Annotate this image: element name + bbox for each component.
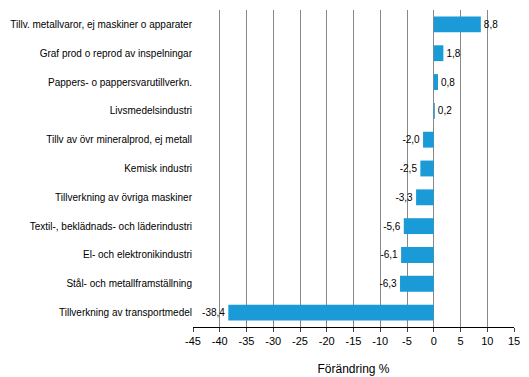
- svg-text:Stål- och metallframställning: Stål- och metallframställning: [66, 278, 192, 289]
- svg-text:-30: -30: [265, 335, 281, 347]
- svg-text:-25: -25: [292, 335, 308, 347]
- svg-text:-2,0: -2,0: [402, 134, 420, 145]
- svg-text:Tillv. metallvaror, ej maskine: Tillv. metallvaror, ej maskiner o appara…: [10, 19, 192, 30]
- svg-text:-15: -15: [346, 335, 362, 347]
- svg-text:-35: -35: [239, 335, 255, 347]
- svg-text:15: 15: [508, 335, 520, 347]
- svg-text:-45: -45: [185, 335, 201, 347]
- svg-text:-38,4: -38,4: [202, 307, 225, 318]
- svg-text:El- och elektronikindustri: El- och elektronikindustri: [83, 249, 192, 260]
- svg-text:0,2: 0,2: [438, 105, 452, 116]
- svg-text:8,8: 8,8: [484, 19, 498, 30]
- svg-text:-2,5: -2,5: [400, 163, 418, 174]
- svg-text:Tillv av övr mineralprod, ej m: Tillv av övr mineralprod, ej metall: [46, 134, 192, 145]
- svg-text:-6,3: -6,3: [379, 278, 397, 289]
- svg-text:-10: -10: [372, 335, 388, 347]
- svg-text:Graf prod o reprod av inspelni: Graf prod o reprod av inspelningar: [40, 48, 193, 59]
- svg-text:-3,3: -3,3: [395, 192, 413, 203]
- svg-text:-40: -40: [212, 335, 228, 347]
- svg-text:Pappers- o pappersvarutillverk: Pappers- o pappersvarutillverkn.: [48, 77, 192, 88]
- svg-text:Tillverkning av transportmedel: Tillverkning av transportmedel: [59, 307, 192, 318]
- svg-text:Livsmedelsindustri: Livsmedelsindustri: [110, 105, 192, 116]
- svg-text:5: 5: [457, 335, 463, 347]
- svg-text:-5,6: -5,6: [383, 221, 401, 232]
- svg-text:Kemisk industri: Kemisk industri: [124, 163, 192, 174]
- svg-text:1,8: 1,8: [446, 48, 460, 59]
- svg-text:-5: -5: [402, 335, 412, 347]
- svg-text:Förändring %: Förändring %: [317, 362, 389, 376]
- svg-text:0: 0: [431, 335, 437, 347]
- svg-text:10: 10: [481, 335, 493, 347]
- svg-text:0,8: 0,8: [441, 77, 455, 88]
- svg-text:Tillverkning av övriga maskine: Tillverkning av övriga maskiner: [55, 192, 193, 203]
- svg-text:-6,1: -6,1: [380, 249, 398, 260]
- svg-text:Textil-, beklädnads- och läder: Textil-, beklädnads- och läderindustri: [30, 221, 192, 232]
- svg-text:-20: -20: [319, 335, 335, 347]
